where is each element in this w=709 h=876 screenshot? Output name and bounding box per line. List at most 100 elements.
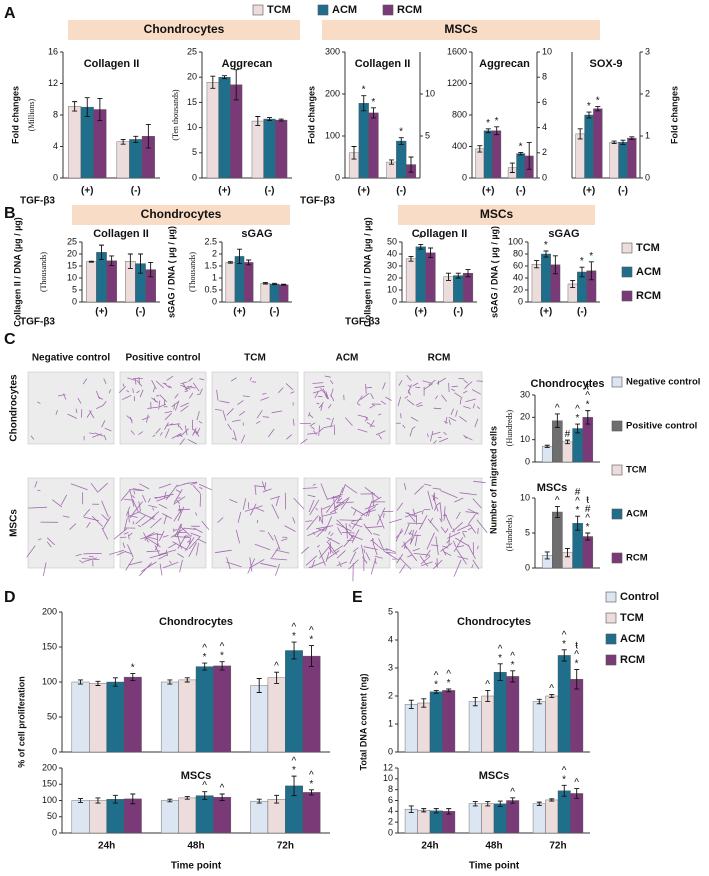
panel-label: D xyxy=(4,589,16,606)
legend-label: ACM xyxy=(620,633,645,645)
legend-label: Positive control xyxy=(626,421,697,432)
error-bar xyxy=(95,797,101,804)
bar xyxy=(516,153,526,179)
x-tick-label: 72h xyxy=(549,841,566,852)
error-bar xyxy=(167,679,173,685)
error-bar xyxy=(138,253,143,274)
x-tick-label: (+) xyxy=(583,186,596,197)
bar xyxy=(267,799,286,834)
significance-mark: * xyxy=(396,127,407,136)
significance-mark: ^ xyxy=(571,778,582,787)
y-tick-label: 8 xyxy=(53,109,58,119)
y-tick-label: 0 xyxy=(388,746,393,756)
error-bar xyxy=(222,75,227,80)
y-tick-label: 20 xyxy=(187,72,197,82)
bar xyxy=(278,284,289,303)
bar xyxy=(260,283,271,303)
significance-mark: ^* xyxy=(216,642,227,660)
bar xyxy=(462,273,474,303)
y-tick-label: 800 xyxy=(452,109,467,119)
bar xyxy=(302,792,321,834)
chart-title: Aggrecan xyxy=(222,58,273,70)
error-bar xyxy=(543,250,549,258)
error-bar xyxy=(554,413,560,428)
significance-mark: ^ xyxy=(552,403,563,412)
bar xyxy=(493,672,507,753)
x-tick-label: (+) xyxy=(415,307,428,318)
error-bar xyxy=(127,253,133,269)
y-tick-label: 8 xyxy=(388,784,393,794)
bar xyxy=(557,790,571,834)
y-tick-label: 16 xyxy=(48,46,58,56)
y-tick-label: 25 xyxy=(67,236,77,246)
bar xyxy=(251,120,264,179)
bar xyxy=(506,800,520,834)
x-tick-label: (+) xyxy=(95,307,108,318)
panel-label: C xyxy=(4,331,16,348)
legend-swatch xyxy=(611,376,623,388)
error-bar xyxy=(586,111,592,119)
bar xyxy=(80,106,94,179)
significance-mark: ^* xyxy=(306,626,317,644)
y-tick-label: 6 xyxy=(388,795,393,805)
error-bar xyxy=(565,439,570,445)
significance-mark: ^* xyxy=(443,669,454,687)
y-axis-unit: (Hundreds) xyxy=(505,409,514,446)
y-tick-label: 0.5 xyxy=(204,284,217,294)
significance-mark: #^* xyxy=(572,487,583,514)
bar xyxy=(483,130,493,179)
error-bar xyxy=(536,698,542,705)
column-label: RCM xyxy=(428,353,451,364)
y-tick-label: 40 xyxy=(387,248,397,258)
error-bar xyxy=(274,671,280,684)
y2-tick-label: 8 xyxy=(542,72,547,82)
error-bar xyxy=(446,808,452,815)
error-bar xyxy=(549,694,555,698)
bar xyxy=(584,114,594,179)
legend-swatch xyxy=(611,552,623,564)
error-bar xyxy=(575,423,581,434)
y-tick-label: 200 xyxy=(42,606,57,616)
y-tick-label: 10 xyxy=(520,434,530,444)
y-tick-label: 0 xyxy=(192,172,197,182)
micrograph xyxy=(211,371,299,445)
error-bar xyxy=(574,668,580,690)
micrograph-texture xyxy=(396,374,483,444)
bar xyxy=(106,681,125,753)
significance-mark: ^ xyxy=(271,661,282,670)
error-bar xyxy=(472,801,478,807)
y-tick-label: 3 xyxy=(645,46,650,56)
x-axis-label: Time point xyxy=(171,861,222,872)
header: MSCs xyxy=(480,207,514,221)
error-bar xyxy=(99,244,104,260)
legend-swatch xyxy=(621,266,633,278)
error-bar xyxy=(112,794,118,804)
error-bar xyxy=(202,791,208,800)
error-bar xyxy=(561,784,567,797)
row-label: Chondrocytes xyxy=(9,374,20,442)
bar xyxy=(160,681,179,753)
bar xyxy=(492,130,502,179)
significance-mark: ŧ^* xyxy=(582,382,593,409)
bar xyxy=(275,119,288,179)
error-bar xyxy=(78,679,84,685)
y-tick-label: 200 xyxy=(42,762,57,772)
x-tick-label: (-) xyxy=(270,307,280,318)
significance-mark: ^* xyxy=(288,622,299,640)
x-tick-label: 24h xyxy=(421,841,438,852)
y-tick-label: 4 xyxy=(388,806,393,816)
y-tick-label: 2 xyxy=(645,88,650,98)
chart-title: Chondrocytes xyxy=(159,616,233,628)
significance-mark: ^* xyxy=(288,756,299,774)
y-tick-label: 0 xyxy=(52,827,57,837)
error-bar xyxy=(477,145,483,153)
x-tick-label: (-) xyxy=(396,186,406,197)
error-bar xyxy=(278,118,284,122)
panel-label: E xyxy=(352,589,363,606)
y2-tick-label: 5 xyxy=(425,130,430,140)
error-bar xyxy=(398,137,404,145)
chart-title: Collagen II xyxy=(355,58,411,70)
chart-title: MSCs xyxy=(537,482,568,494)
x-tick-label: 72h xyxy=(277,841,294,852)
bar xyxy=(86,261,97,303)
